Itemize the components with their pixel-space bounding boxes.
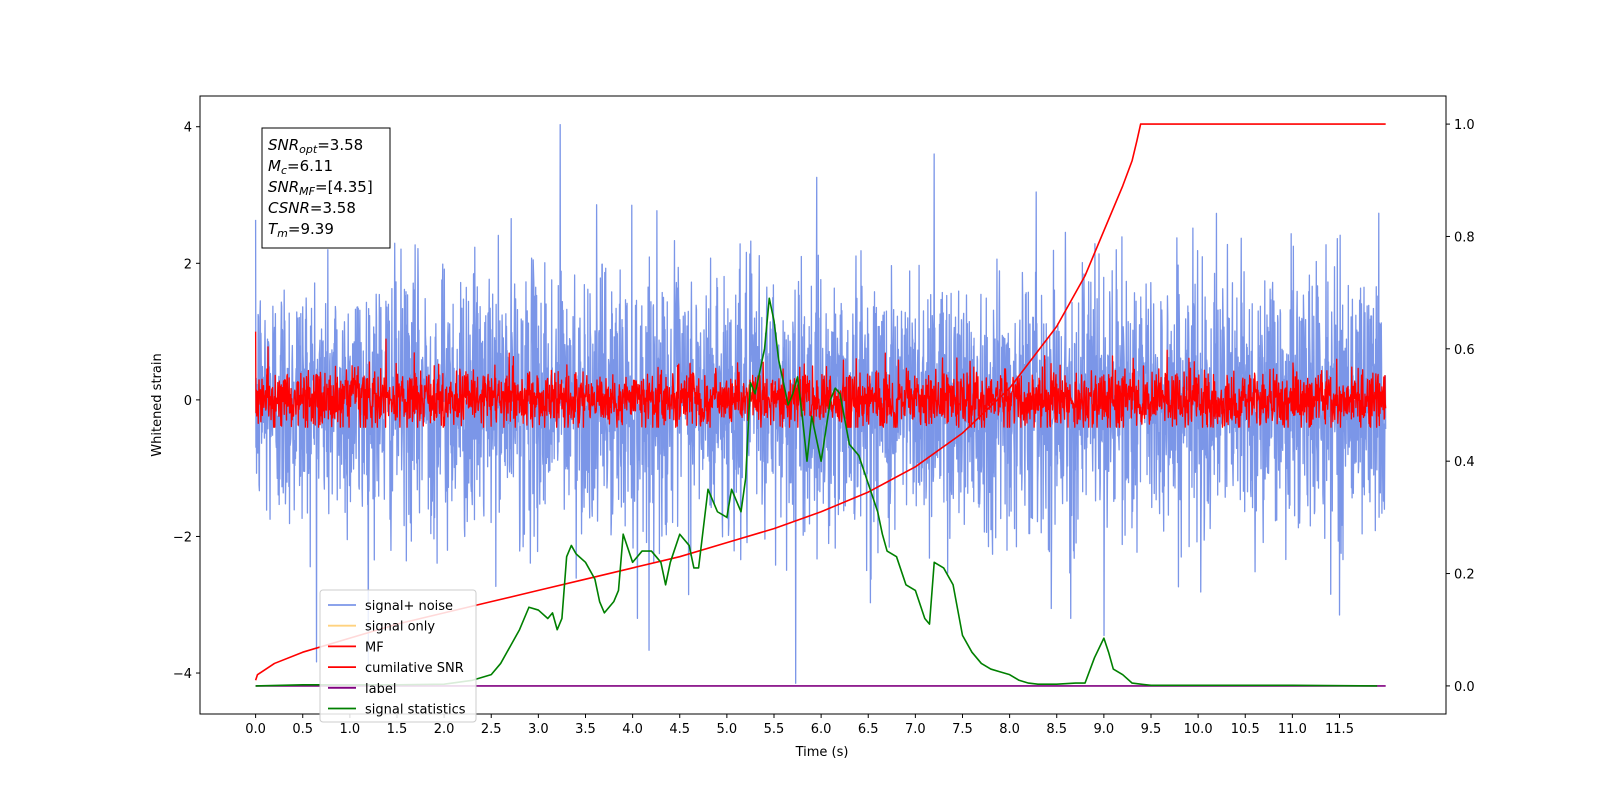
x-tick-label: 10.5 bbox=[1231, 722, 1260, 737]
y-right-tick-label: 0.8 bbox=[1454, 230, 1475, 245]
y-left-tick-label: 2 bbox=[184, 257, 192, 272]
y-left-tick-label: 4 bbox=[184, 121, 192, 136]
x-tick-label: 11.5 bbox=[1325, 722, 1354, 737]
annotation-box bbox=[261, 127, 391, 249]
legend-label: MF bbox=[365, 640, 384, 655]
annotation-snr-opt: SNRopt=3.58 bbox=[268, 136, 363, 156]
legend-label: cumilative SNR bbox=[365, 661, 464, 676]
x-tick-label: 3.5 bbox=[575, 722, 596, 737]
x-tick-label: 4.5 bbox=[669, 722, 690, 737]
annotation-csnr: CSNR=3.58 bbox=[268, 199, 356, 217]
x-tick-label: 11.0 bbox=[1278, 722, 1307, 737]
x-axis-label: Time (s) bbox=[795, 745, 849, 760]
y-right-tick-label: 0.6 bbox=[1454, 343, 1475, 358]
annotation-tm: Tm=9.39 bbox=[268, 220, 334, 240]
x-tick-label: 3.0 bbox=[528, 722, 549, 737]
y-right-tick-label: 1.0 bbox=[1454, 118, 1475, 133]
x-tick-label: 8.5 bbox=[1046, 722, 1067, 737]
x-tick-label: 2.5 bbox=[481, 722, 502, 737]
y-right-tick-label: 0.2 bbox=[1454, 568, 1475, 583]
x-tick-label: 10.0 bbox=[1184, 722, 1213, 737]
legend-label: signal only bbox=[365, 620, 435, 635]
x-tick-label: 2.0 bbox=[434, 722, 455, 737]
annotation-snr-mf: SNRMF=[4.35] bbox=[268, 178, 373, 198]
y-axis-left: 4 2 0 −2 −4 bbox=[173, 121, 200, 682]
series-line-signal-statistics bbox=[255, 297, 1378, 687]
x-tick-label: 1.0 bbox=[340, 722, 361, 737]
plot-frame bbox=[199, 95, 1447, 715]
x-tick-label: 9.0 bbox=[1094, 722, 1115, 737]
x-tick-label: 5.5 bbox=[764, 722, 785, 737]
x-tick-label: 0.5 bbox=[292, 722, 313, 737]
x-tick-label: 5.0 bbox=[717, 722, 738, 737]
y-right-tick-label: 0.4 bbox=[1454, 455, 1475, 470]
stats-annotation: SNRopt=3.58 Mc=6.11 SNRMF=[4.35] CSNR=3.… bbox=[261, 127, 391, 249]
annotation-mc: Mc=6.11 bbox=[268, 157, 333, 177]
y-axis-right: 1.0 0.8 0.6 0.4 0.2 0.0 bbox=[1446, 118, 1475, 695]
legend-label: signal statistics bbox=[365, 703, 466, 718]
y-left-tick-label: −2 bbox=[173, 530, 192, 545]
y-left-tick-label: 0 bbox=[184, 394, 192, 409]
series-line-mf bbox=[254, 331, 1387, 428]
x-tick-label: 7.5 bbox=[952, 722, 973, 737]
x-tick-label: 9.5 bbox=[1141, 722, 1162, 737]
legend: signal+ noise signal only MF cumilative SNR… bbox=[319, 589, 477, 723]
x-tick-label: 0.0 bbox=[245, 722, 266, 737]
x-tick-label: 1.5 bbox=[387, 722, 408, 737]
y-axis-left-label: Whitened strain bbox=[150, 353, 165, 456]
legend-label: label bbox=[365, 682, 396, 697]
y-left-tick-label: −4 bbox=[173, 667, 192, 682]
x-axis: 0.0 0.5 1.0 1.5 2.0 2.5 3.0 3.5 4.0 4.5 5.0 5.5 6.0 6… bbox=[245, 714, 1354, 737]
legend-box bbox=[319, 589, 477, 723]
x-tick-label: 6.0 bbox=[811, 722, 832, 737]
x-tick-label: 7.0 bbox=[905, 722, 926, 737]
series-line-signal-noise bbox=[254, 124, 1387, 684]
x-tick-label: 8.0 bbox=[999, 722, 1020, 737]
x-tick-label: 6.5 bbox=[858, 722, 879, 737]
y-right-tick-label: 0.0 bbox=[1454, 680, 1475, 695]
x-tick-label: 4.0 bbox=[622, 722, 643, 737]
legend-label: signal+ noise bbox=[365, 599, 453, 614]
